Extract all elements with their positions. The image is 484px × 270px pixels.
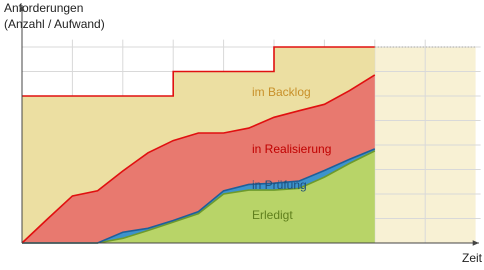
y-axis-label: Anforderungen: [4, 1, 83, 15]
x-axis-label: Zeit: [462, 251, 483, 265]
y-axis-label: (Anzahl / Aufwand): [4, 17, 105, 31]
series-label: im Backlog: [252, 85, 311, 99]
series-label: in Realisierung: [252, 142, 331, 156]
series-label: Erledigt: [252, 208, 293, 222]
area: [22, 74, 375, 244]
series-label: in Prüfung: [252, 178, 307, 192]
area: [22, 150, 375, 243]
area-line: [21, 74, 376, 244]
plot: [21, 39, 481, 244]
area-line: [22, 46, 375, 97]
